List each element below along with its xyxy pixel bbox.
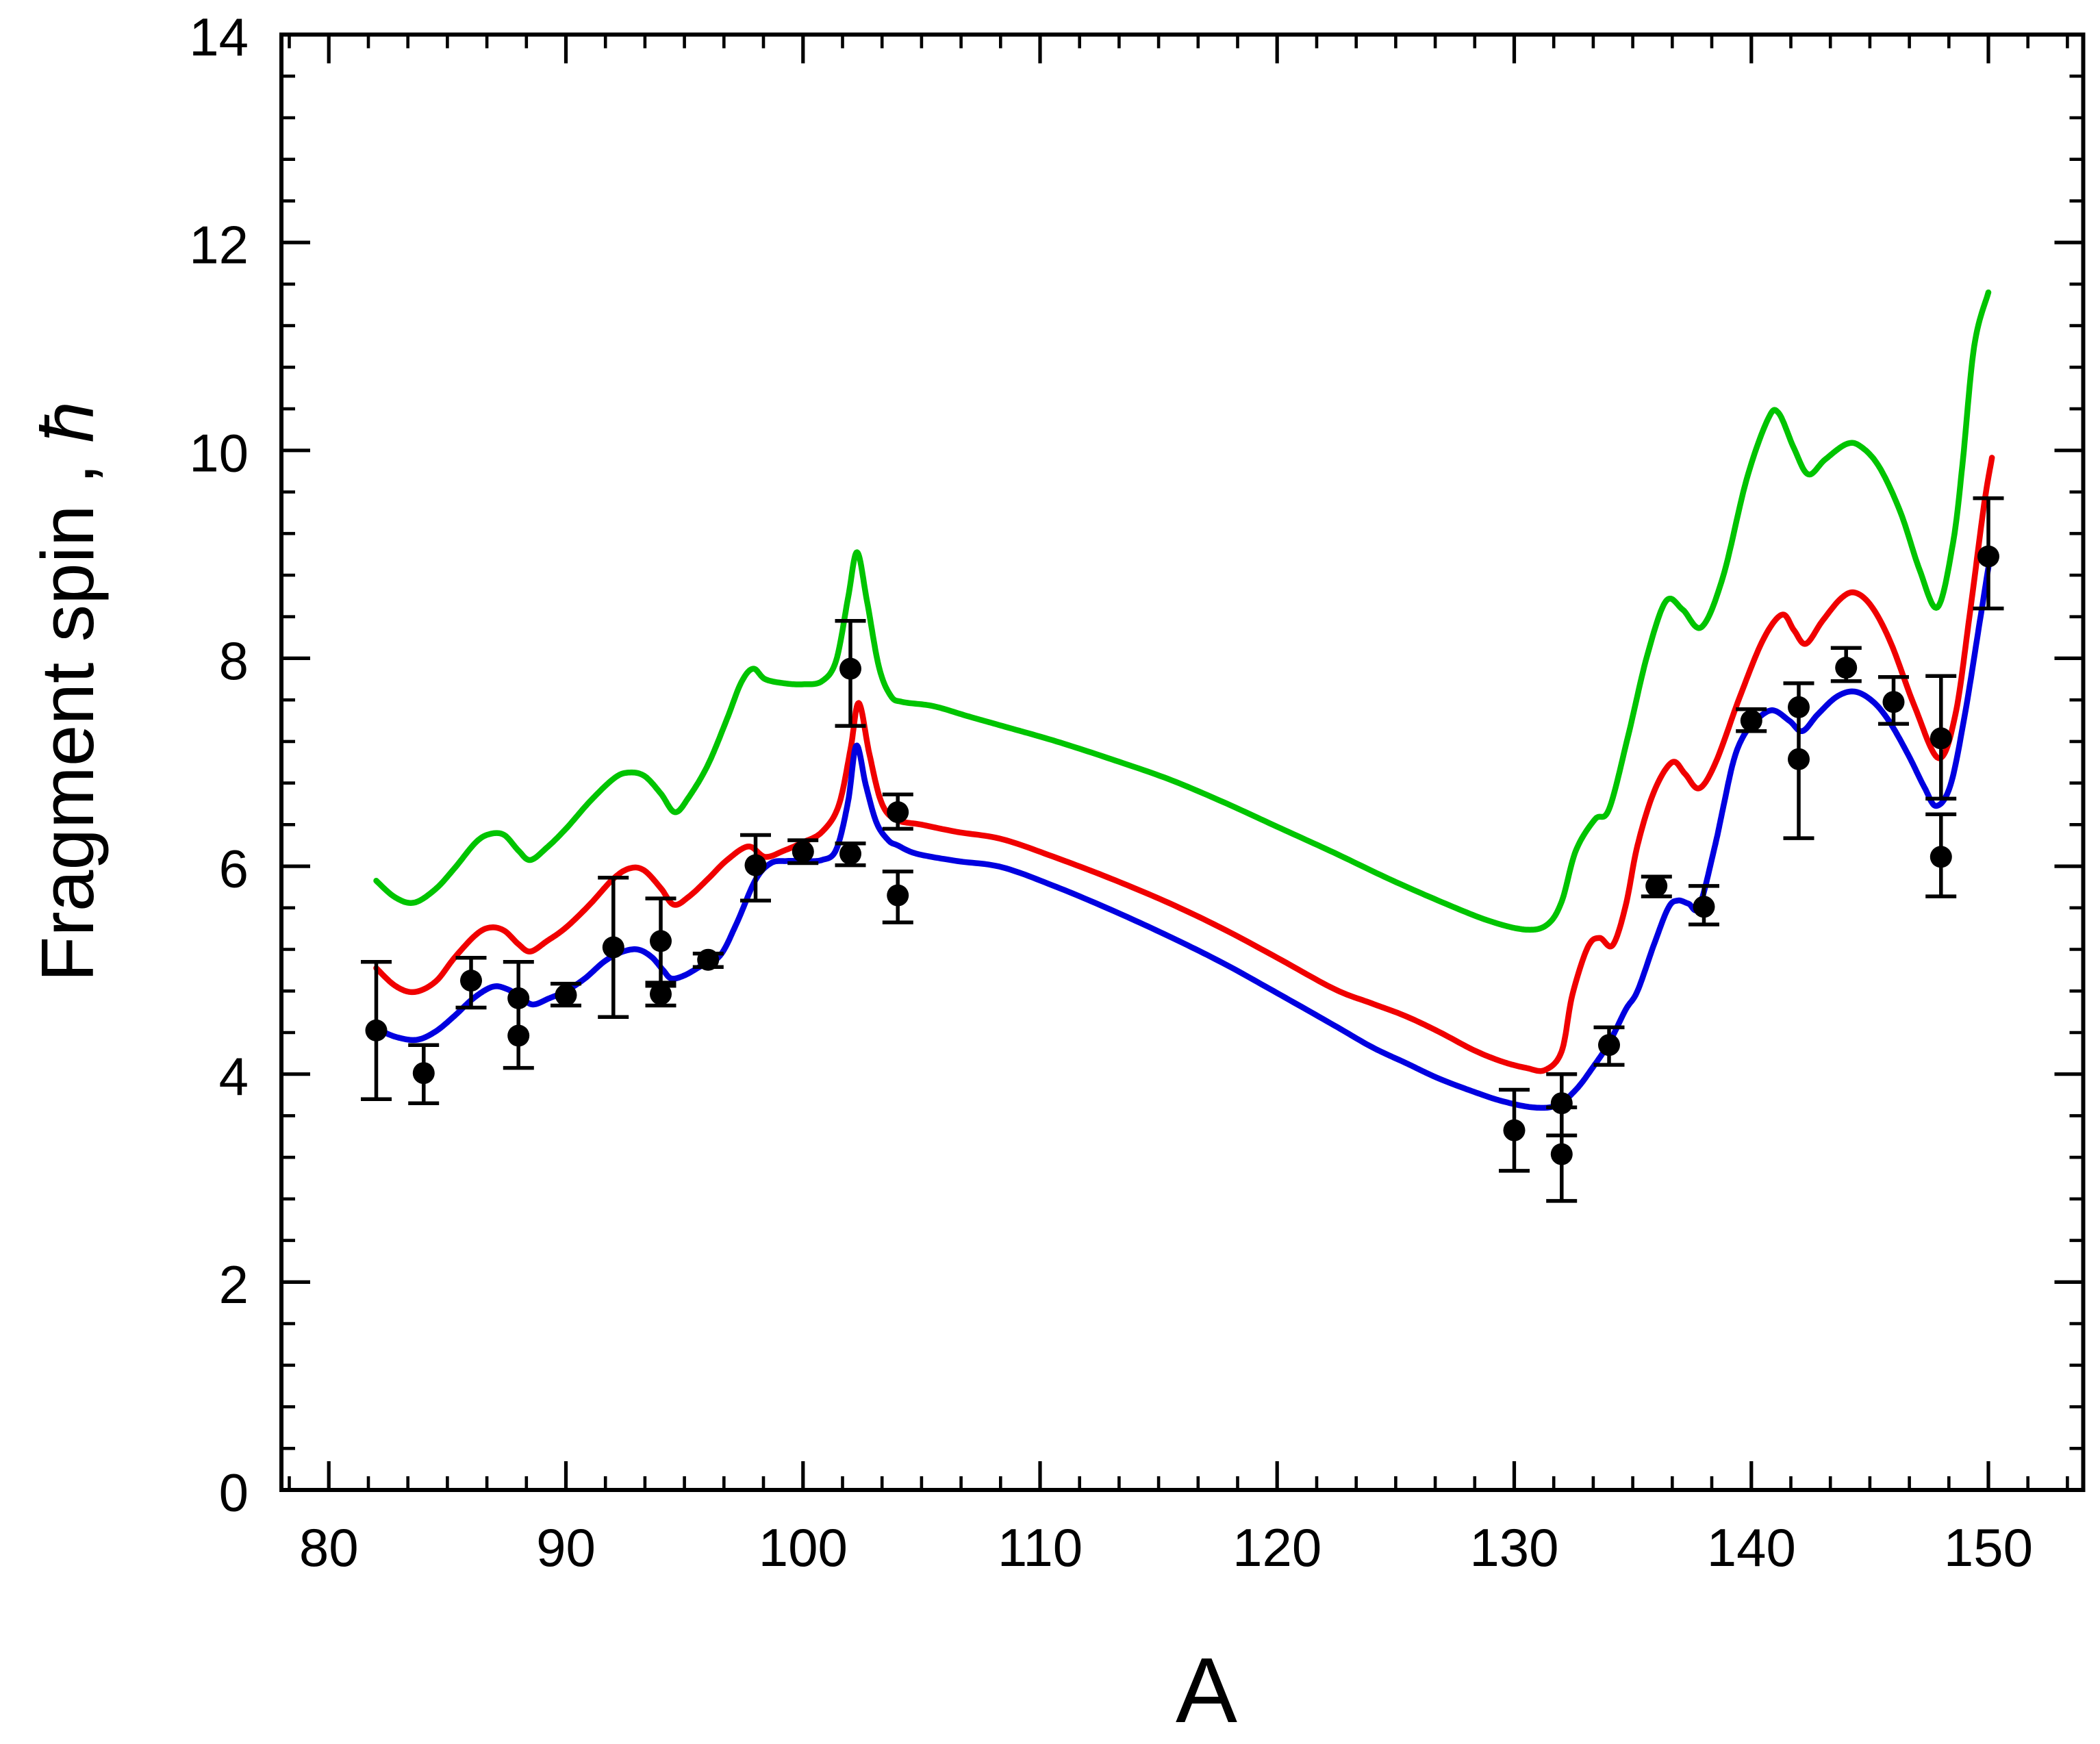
svg-text:120: 120 [1232, 1517, 1321, 1578]
svg-text:12: 12 [189, 215, 249, 275]
svg-text:6: 6 [219, 839, 249, 899]
svg-text:Fragment spin , ħ: Fragment spin , ħ [26, 401, 110, 982]
svg-text:8: 8 [219, 631, 249, 691]
svg-text:100: 100 [759, 1517, 848, 1578]
svg-text:2: 2 [219, 1254, 249, 1315]
svg-text:80: 80 [299, 1517, 359, 1578]
svg-text:4: 4 [219, 1046, 249, 1107]
svg-text:10: 10 [189, 422, 249, 483]
svg-text:150: 150 [1944, 1517, 2033, 1578]
svg-text:110: 110 [998, 1517, 1083, 1578]
svg-text:0: 0 [219, 1463, 249, 1523]
svg-text:140: 140 [1707, 1517, 1796, 1578]
svg-text:A: A [1176, 1639, 1237, 1741]
svg-text:90: 90 [536, 1517, 596, 1578]
svg-text:14: 14 [189, 7, 249, 67]
svg-text:130: 130 [1469, 1517, 1558, 1578]
